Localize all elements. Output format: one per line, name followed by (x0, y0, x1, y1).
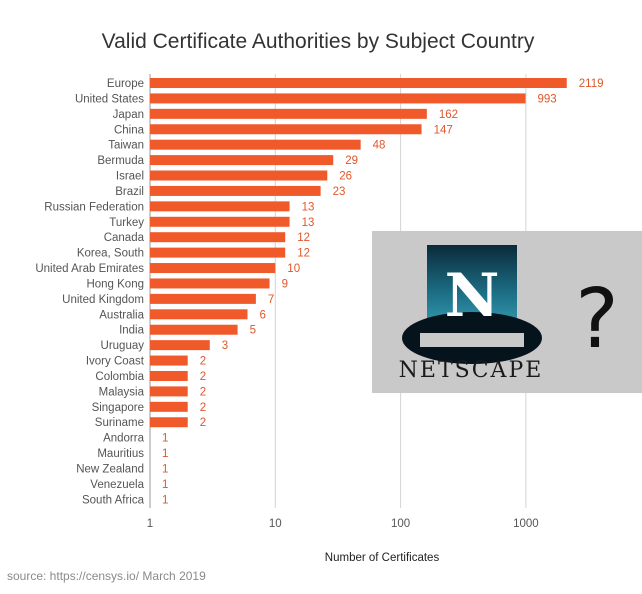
value-label: 9 (282, 278, 288, 290)
category-label: Hong Kong (86, 278, 144, 290)
bar (150, 185, 321, 196)
bar (150, 386, 188, 397)
category-label: Colombia (95, 371, 144, 383)
bar (150, 139, 361, 150)
category-label: United Arab Emirates (35, 263, 144, 275)
value-label: 1 (162, 494, 168, 506)
bar (150, 324, 238, 335)
bar (150, 201, 290, 212)
value-label: 12 (297, 248, 310, 260)
category-label: South Africa (82, 494, 145, 506)
question-mark-icon: ? (575, 272, 619, 367)
value-label: 5 (250, 325, 256, 337)
value-label: 1 (162, 448, 168, 460)
x-tick-label: 10 (269, 518, 282, 530)
bar (150, 309, 248, 320)
bar (150, 401, 188, 412)
bar (150, 293, 256, 304)
value-label: 6 (260, 309, 266, 321)
value-label: 3 (222, 340, 228, 352)
bar (150, 232, 286, 243)
bar (150, 108, 427, 119)
bar (150, 93, 526, 104)
chart-title: Valid Certificate Authorities by Subject… (102, 30, 535, 53)
value-label: 10 (287, 263, 300, 275)
category-label: Australia (99, 309, 144, 321)
value-label: 12 (297, 232, 310, 244)
value-label: 2 (200, 386, 206, 398)
value-label: 48 (373, 140, 386, 152)
bar (150, 278, 270, 289)
category-label: Korea, South (77, 248, 144, 260)
bar (150, 263, 276, 274)
value-label: 26 (339, 171, 352, 183)
bar (150, 340, 210, 351)
category-label: New Zealand (76, 464, 144, 476)
value-label: 162 (439, 109, 458, 121)
bar (150, 78, 567, 88)
bar (150, 417, 188, 428)
category-label: China (114, 124, 145, 136)
value-label: 2 (200, 371, 206, 383)
category-label: Israel (116, 171, 144, 183)
category-label: Venezuela (90, 479, 144, 491)
bar (150, 370, 188, 381)
netscape-overlay: N NETSCAPE ? (372, 231, 642, 393)
value-label: 1 (162, 433, 168, 445)
value-label: 29 (345, 155, 358, 167)
bar (150, 216, 290, 227)
category-label: Japan (113, 109, 144, 121)
category-label: Uruguay (101, 340, 145, 352)
category-label: Turkey (109, 217, 144, 229)
category-label: Malaysia (99, 386, 145, 398)
bar (150, 170, 328, 181)
category-label: Andorra (103, 433, 145, 445)
x-tick-labels: 1 10 100 1000 (147, 518, 539, 530)
x-tick-label: 100 (391, 518, 410, 530)
category-label: Canada (104, 232, 145, 244)
value-label: 7 (268, 294, 274, 306)
value-label: 2 (200, 356, 206, 368)
category-label: Russian Federation (44, 201, 144, 213)
bar (150, 247, 286, 258)
category-label: Europe (107, 78, 144, 90)
bar (150, 355, 188, 366)
value-label: 2 (200, 402, 206, 414)
netscape-wordmark: NETSCAPE (399, 358, 544, 383)
source-note: source: https://censys.io/ March 2019 (7, 569, 206, 583)
x-axis-label: Number of Certificates (325, 552, 440, 564)
category-label: Mauritius (97, 448, 144, 460)
category-label: Taiwan (108, 140, 144, 152)
category-label: Ivory Coast (86, 356, 145, 368)
value-label: 1 (162, 464, 168, 476)
category-label: Bermuda (97, 155, 144, 167)
value-label: 13 (302, 201, 315, 213)
value-label: 2 (200, 417, 206, 429)
value-label: 147 (434, 124, 453, 136)
x-tick-label: 1 (147, 518, 153, 530)
value-label: 1 (162, 479, 168, 491)
bars (150, 78, 567, 428)
category-label: Suriname (95, 417, 144, 429)
bar (150, 155, 334, 166)
value-label: 993 (538, 93, 557, 105)
value-label: 2119 (579, 78, 604, 90)
value-label: 23 (333, 186, 346, 198)
category-label: United States (75, 93, 144, 105)
category-label: Brazil (115, 186, 144, 198)
x-tick-label: 1000 (513, 518, 539, 530)
category-label: Singapore (92, 402, 144, 414)
category-label: India (119, 325, 145, 337)
bar (150, 124, 422, 135)
svg-text:N: N (445, 261, 500, 331)
category-label: United Kingdom (62, 294, 144, 306)
value-label: 13 (302, 217, 315, 229)
category-labels: Europe United States Japan China Taiwan Bermu… (35, 78, 144, 506)
value-labels: 2119993162147482926231313121210976532222… (162, 78, 603, 506)
